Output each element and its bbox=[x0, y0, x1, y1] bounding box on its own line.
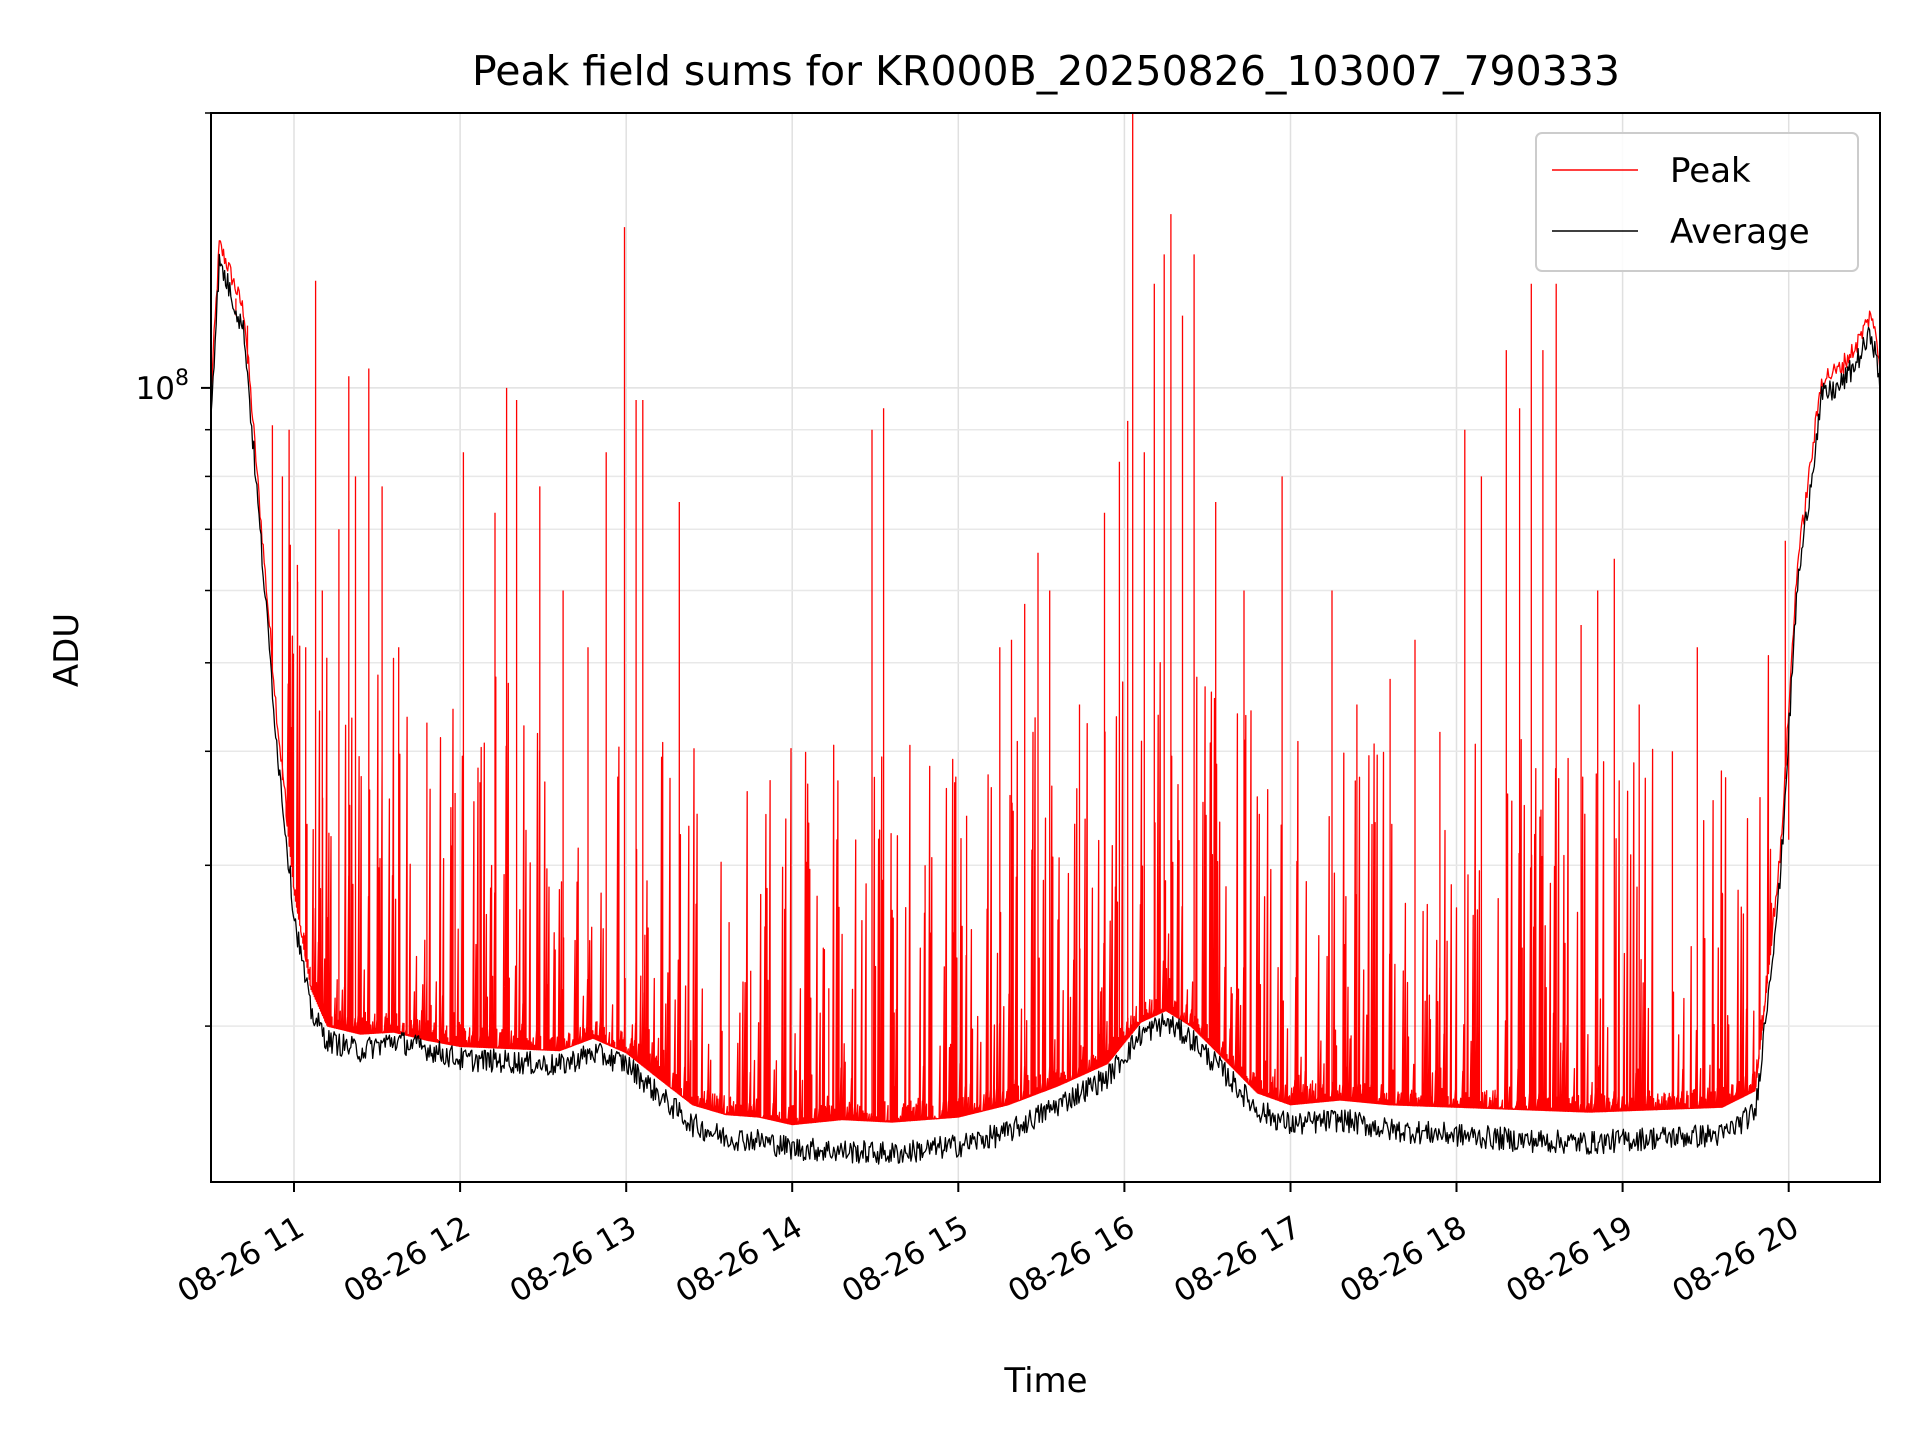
plot-frame bbox=[210, 112, 1881, 1183]
x-axis-label: Time bbox=[1003, 1361, 1087, 1401]
legend-label-peak: Peak bbox=[1670, 151, 1751, 191]
series-line-average bbox=[210, 253, 1881, 1165]
legend-box bbox=[1535, 132, 1859, 272]
y-tick-label: 108 bbox=[136, 366, 189, 407]
chart-title: Peak field sums for KR000B_20250826_1030… bbox=[472, 47, 1620, 95]
series-line-peak bbox=[210, 113, 1881, 1126]
y-axis: 108 bbox=[136, 112, 211, 1027]
legend-label-average: Average bbox=[1670, 212, 1810, 252]
y-axis-label: ADU bbox=[47, 613, 87, 687]
legend: Peak Average bbox=[1535, 132, 1859, 272]
plot-lines bbox=[210, 113, 1881, 1165]
